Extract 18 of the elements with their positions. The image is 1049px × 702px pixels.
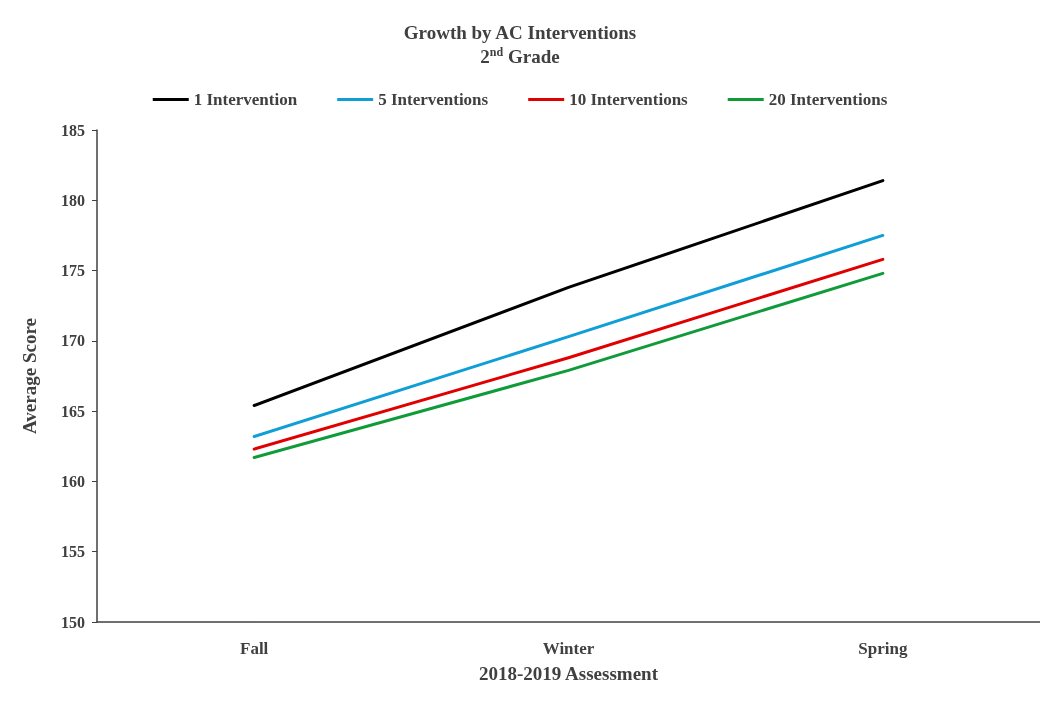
x-tick-label: Spring bbox=[858, 639, 908, 658]
x-tick-label: Winter bbox=[542, 639, 595, 658]
y-tick-label: 165 bbox=[61, 402, 85, 420]
legend-label: 20 Interventions bbox=[768, 90, 888, 109]
y-axis-title: Average Score bbox=[19, 318, 40, 434]
legend-label: 1 Intervention bbox=[193, 90, 298, 109]
x-tick-label: Fall bbox=[239, 639, 269, 658]
y-tick-label: 175 bbox=[61, 262, 85, 280]
chart-title: Growth by AC Interventions bbox=[403, 22, 637, 43]
y-tick-label: 155 bbox=[61, 543, 85, 561]
legend-label: 5 Interventions bbox=[378, 90, 489, 109]
y-tick-label: 160 bbox=[61, 472, 85, 490]
legend-label: 10 Interventions bbox=[569, 90, 689, 109]
y-tick-label: 170 bbox=[61, 332, 85, 350]
x-axis-title: 2018-2019 Assessment bbox=[479, 663, 659, 684]
y-tick-label: 150 bbox=[61, 613, 85, 631]
y-tick-label: 180 bbox=[61, 191, 85, 209]
y-tick-label: 185 bbox=[61, 121, 85, 139]
